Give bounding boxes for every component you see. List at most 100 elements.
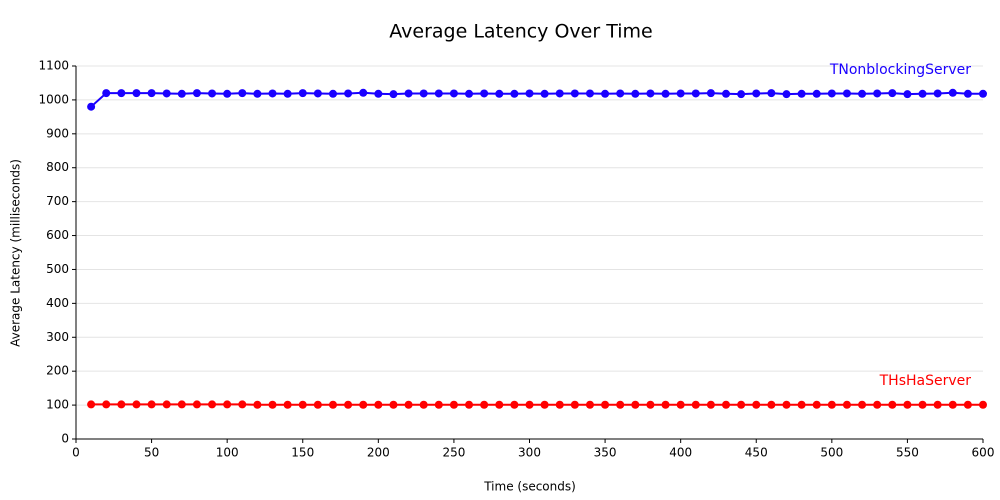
data-point [555, 89, 564, 98]
data-point [873, 400, 882, 409]
data-point [676, 89, 685, 98]
data-point [691, 400, 700, 409]
data-point [208, 89, 217, 98]
data-point [147, 89, 156, 98]
x-tick-label: 550 [896, 446, 919, 460]
y-tick-label: 900 [46, 126, 69, 140]
data-point [344, 400, 353, 409]
data-point [933, 89, 942, 98]
data-point [238, 400, 247, 409]
data-point [283, 89, 292, 98]
data-point [449, 89, 458, 98]
data-point [268, 89, 277, 98]
x-tick-label: 200 [367, 446, 390, 460]
data-point [782, 90, 791, 99]
data-point [283, 400, 292, 409]
data-point [298, 400, 307, 409]
data-point [253, 89, 262, 98]
data-point [797, 89, 806, 98]
y-tick-label: 600 [46, 228, 69, 242]
data-point [903, 400, 912, 409]
data-point [631, 89, 640, 98]
data-point [313, 400, 322, 409]
data-point [359, 88, 368, 97]
y-tick-label: 1000 [38, 92, 69, 106]
data-point [525, 89, 534, 98]
data-point [177, 400, 186, 409]
data-point [298, 89, 307, 98]
data-point [404, 400, 413, 409]
y-axis-label: Average Latency (milliseconds) [9, 159, 23, 347]
series-label: TNonblockingServer [829, 62, 971, 78]
data-point [434, 400, 443, 409]
data-point [827, 89, 836, 98]
y-tick-label: 100 [46, 398, 69, 412]
data-point [495, 89, 504, 98]
x-tick-label: 400 [669, 446, 692, 460]
data-point [192, 89, 201, 98]
x-tick-label: 100 [216, 446, 239, 460]
data-point [979, 89, 987, 98]
data-point [722, 89, 731, 98]
y-tick-label: 200 [46, 364, 69, 378]
data-point [162, 89, 171, 98]
data-point [888, 89, 897, 98]
x-tick-label: 500 [820, 446, 843, 460]
data-point [706, 89, 715, 98]
data-point [117, 400, 126, 409]
data-point [419, 89, 428, 98]
y-tick-label: 800 [46, 160, 69, 174]
data-point [434, 89, 443, 98]
data-point [585, 89, 594, 98]
data-point [102, 89, 111, 98]
data-point [842, 400, 851, 409]
data-point [313, 89, 322, 98]
data-point [374, 400, 383, 409]
data-point [691, 89, 700, 98]
data-point [495, 400, 504, 409]
data-point [374, 89, 383, 98]
data-point [132, 400, 141, 409]
data-point [585, 400, 594, 409]
data-point [676, 400, 685, 409]
data-point [812, 89, 821, 98]
data-point [752, 89, 761, 98]
data-point [933, 400, 942, 409]
data-point [570, 400, 579, 409]
x-tick-label: 0 [72, 446, 80, 460]
data-point [540, 89, 549, 98]
data-point [192, 400, 201, 409]
data-point [616, 89, 625, 98]
x-tick-label: 250 [442, 446, 465, 460]
data-point [238, 89, 247, 98]
data-point [873, 89, 882, 98]
data-point [223, 400, 232, 409]
data-point [465, 89, 474, 98]
data-point [963, 400, 972, 409]
series-label: THsHaServer [879, 373, 972, 389]
data-point [147, 400, 156, 409]
data-point [449, 400, 458, 409]
data-point [646, 400, 655, 409]
data-point [948, 88, 957, 97]
data-point [208, 400, 217, 409]
data-point [359, 400, 368, 409]
data-point [132, 89, 141, 98]
data-point [328, 89, 337, 98]
data-point [782, 400, 791, 409]
data-point [827, 400, 836, 409]
data-point [223, 89, 232, 98]
data-point [117, 89, 126, 98]
chart-title: Average Latency Over Time [389, 21, 652, 43]
data-point [480, 89, 489, 98]
data-point [268, 400, 277, 409]
x-axis-label: Time (seconds) [483, 480, 576, 494]
y-tick-label: 0 [61, 432, 69, 446]
data-point [616, 400, 625, 409]
data-point [102, 400, 111, 409]
x-tick-label: 600 [972, 446, 995, 460]
data-point [737, 400, 746, 409]
data-point [888, 400, 897, 409]
data-point [540, 400, 549, 409]
data-point [722, 400, 731, 409]
